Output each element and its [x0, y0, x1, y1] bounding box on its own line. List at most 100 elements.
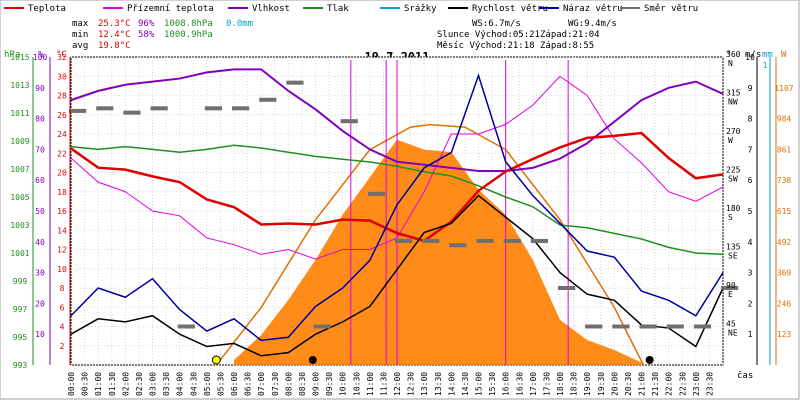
tick-time: 08:30 [298, 372, 307, 396]
info-sun-set: Západ:21:04 [540, 30, 600, 40]
wind-dir-mark [77, 108, 83, 113]
tick-deg: 360 [726, 50, 741, 59]
wind-dir-mark [104, 106, 110, 111]
tick-time: 06:00 [230, 372, 239, 396]
series-radiation-area [234, 139, 642, 365]
wind-dir-mark [286, 80, 292, 85]
sunrise-marker [211, 355, 221, 365]
wind-dir-mark [375, 191, 381, 196]
tick-degc: 16 [57, 207, 67, 216]
legend-label: Srážky [404, 4, 437, 14]
wind-dir-mark [131, 110, 137, 115]
axis-pct-label: % [38, 50, 44, 60]
info-ws: WS:6.7m/s [472, 19, 521, 29]
tick-degc: 12 [57, 246, 67, 255]
tick-time: 19:00 [583, 372, 592, 396]
moon-marker [645, 356, 654, 364]
tick-time: 22:00 [665, 372, 674, 396]
stats-min-hum: 58% [138, 30, 155, 40]
tick-wm2: 1107 [774, 84, 793, 93]
wind-dir-mark [403, 238, 409, 243]
tick-pct: 80 [35, 115, 45, 124]
wind-dir-mark [259, 97, 265, 102]
wind-dir-mark [530, 238, 536, 243]
tick-time: 13:00 [420, 372, 429, 396]
tick-deg-dir: W [728, 136, 733, 145]
wind-dir-mark [643, 324, 649, 329]
tick-hpa: 1005 [10, 193, 29, 202]
tick-wm2: 492 [777, 238, 792, 247]
tick-degc: 6 [60, 303, 65, 312]
wind-dir-mark [96, 106, 102, 111]
wind-dir-mark [108, 106, 114, 111]
tick-hpa: 999 [13, 277, 28, 286]
wind-dir-mark [317, 324, 323, 329]
wind-dir-mark [162, 106, 168, 111]
tick-time: 02:30 [135, 372, 144, 396]
tick-wm2: 615 [777, 207, 792, 216]
legend-label: Přízemní teplota [127, 4, 214, 14]
wind-dir-mark [267, 97, 273, 102]
wind-dir-mark [670, 324, 676, 329]
tick-degc: 2 [60, 342, 65, 351]
wind-dir-mark [453, 243, 459, 248]
wind-dir-mark [177, 324, 183, 329]
wind-dir-mark [380, 191, 386, 196]
wind-dir-mark [538, 238, 544, 243]
tick-pct: 20 [35, 299, 45, 308]
tick-time: 19:30 [597, 372, 606, 396]
tick-time: 18:30 [570, 372, 579, 396]
wind-dir-mark [620, 324, 626, 329]
wind-dir-mark [612, 324, 618, 329]
tick-time: 17:30 [542, 372, 551, 396]
tick-degc: 4 [60, 323, 65, 332]
wind-dir-mark [158, 106, 164, 111]
tick-time: 00:00 [67, 372, 76, 396]
tick-time: 22:30 [678, 372, 687, 396]
legend-label: Vlhkost [252, 4, 290, 14]
stats-avg-label: avg [72, 41, 88, 51]
wind-dir-mark [434, 238, 440, 243]
tick-deg: 90 [726, 281, 736, 290]
wind-dir-mark [344, 119, 350, 124]
tick-ms: 10 [745, 53, 755, 62]
tick-time: 00:30 [81, 372, 90, 396]
tick-time: 16:30 [515, 372, 524, 396]
wind-dir-mark [244, 106, 250, 111]
tick-ms: 2 [748, 299, 753, 308]
wind-dir-mark [543, 238, 549, 243]
tick-pct: 70 [35, 145, 45, 154]
tick-pct: 50 [35, 207, 45, 216]
wind-dir-mark [729, 286, 735, 290]
wind-dir-mark [593, 324, 599, 329]
tick-deg: 135 [726, 243, 741, 252]
tick-time: 14:00 [447, 372, 456, 396]
tick-time: 09:00 [312, 372, 321, 396]
tick-time: 16:00 [502, 372, 511, 396]
tick-ms: 4 [748, 238, 753, 247]
tick-time: 10:30 [352, 372, 361, 396]
wind-dir-mark [562, 286, 568, 290]
wind-dir-mark [558, 286, 563, 290]
wind-dir-mark [624, 324, 630, 329]
tick-hpa: 995 [13, 333, 28, 342]
wind-dir-mark [81, 108, 87, 113]
wind-dir-mark [639, 324, 645, 329]
wind-dir-mark [701, 324, 707, 329]
tick-degc: 26 [57, 111, 67, 120]
wind-dir-mark [232, 106, 237, 111]
legend-label: Tlak [327, 4, 349, 14]
tick-deg: 270 [726, 127, 741, 136]
tick-time: 20:00 [610, 372, 619, 396]
wind-dir-mark [395, 238, 400, 243]
legend-label: Směr větru [644, 4, 698, 14]
wind-dir-mark [585, 324, 591, 329]
tick-deg: 45 [726, 320, 736, 329]
wind-dir-mark [426, 238, 432, 243]
info-moon-rise: Měsíc Východ:21:18 [437, 41, 535, 51]
wind-dir-mark [217, 106, 223, 111]
series-wind-speed [70, 194, 724, 357]
wind-dir-mark [476, 238, 482, 243]
